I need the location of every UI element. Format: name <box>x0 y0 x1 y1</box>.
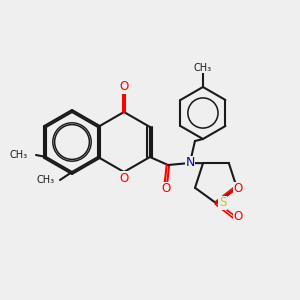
Text: CH₃: CH₃ <box>194 63 212 73</box>
Text: O: O <box>233 211 243 224</box>
Text: O: O <box>119 172 129 184</box>
Text: O: O <box>161 182 171 196</box>
Text: S: S <box>219 196 226 209</box>
Text: N: N <box>185 157 195 169</box>
Text: CH₃: CH₃ <box>10 150 28 160</box>
Text: CH₃: CH₃ <box>37 175 55 185</box>
Text: O: O <box>119 80 129 94</box>
Text: O: O <box>233 182 243 196</box>
